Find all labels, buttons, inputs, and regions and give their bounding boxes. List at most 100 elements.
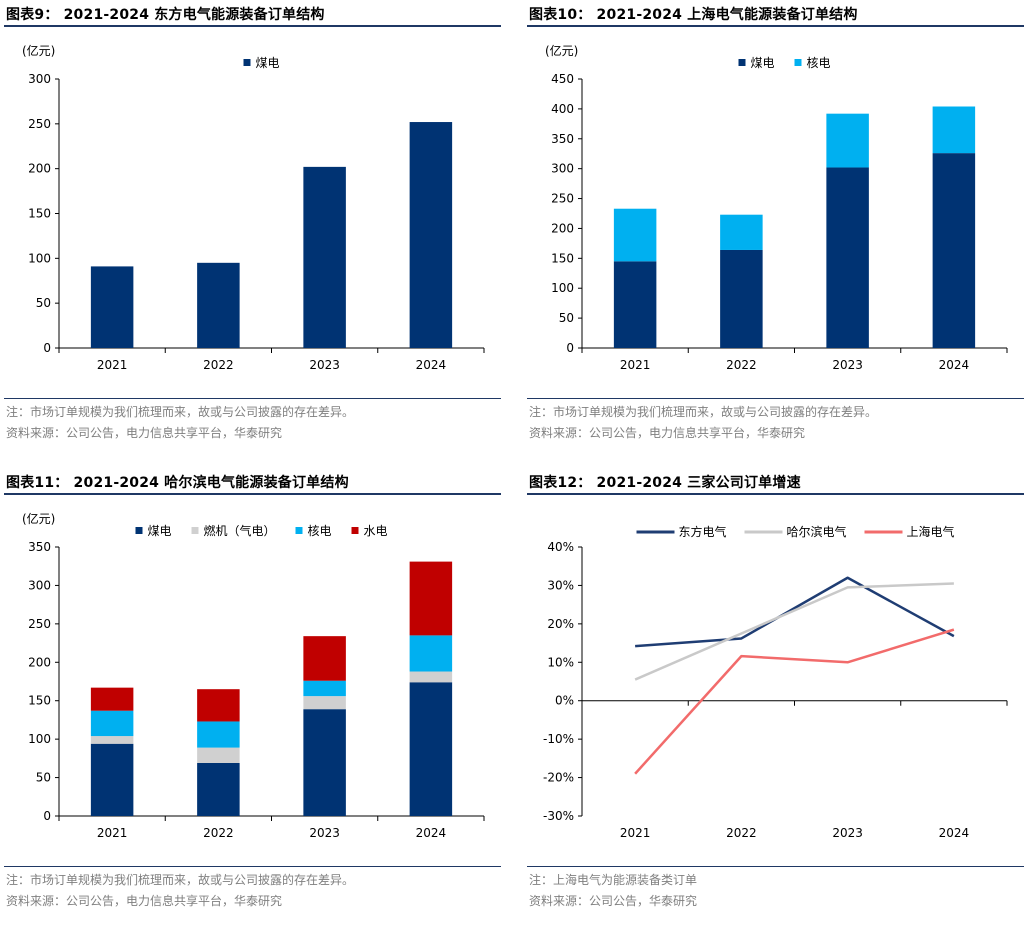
chart-title: 图表9： 2021-2024 东方电气能源装备订单结构: [6, 7, 325, 23]
y-tick-label: 150: [28, 207, 51, 221]
title-rule: [527, 25, 1024, 27]
y-tick-label: 250: [551, 192, 574, 206]
bar-燃机（气电）-2021: [90, 736, 134, 744]
bar-燃机（气电）-2023: [303, 696, 346, 710]
x-tick-label: 2021: [97, 358, 128, 372]
bar-水电-2021: [90, 687, 134, 711]
bar-水电-2022: [197, 689, 240, 722]
bar-煤电-2021: [90, 743, 134, 816]
bar-核电-2024: [932, 106, 976, 154]
y-tick-label: 100: [28, 251, 51, 265]
y-tick-label: 0%: [555, 694, 574, 708]
y-tick-label: 350: [28, 540, 51, 554]
series-line-上海电气: [634, 628, 955, 775]
y-tick-label: 200: [28, 655, 51, 669]
x-tick-label: 2024: [416, 826, 447, 840]
y-tick-label: 150: [551, 251, 574, 265]
chart-title: 图表10： 2021-2024 上海电气能源装备订单结构: [529, 7, 858, 23]
title-rule: [527, 493, 1024, 495]
y-tick-label: 40%: [547, 540, 574, 554]
x-tick-label: 2023: [832, 358, 863, 372]
chart-title: 图表11： 2021-2024 哈尔滨电气能源装备订单结构: [6, 475, 349, 491]
bar-燃机（气电）-2022: [197, 747, 240, 763]
bar-水电-2023: [303, 636, 346, 681]
y-tick-label: 0: [43, 809, 51, 823]
y-tick-label: 350: [551, 132, 574, 146]
legend-label-煤电: 煤电: [256, 56, 280, 70]
bar-煤电-2022: [720, 249, 763, 348]
y-axis-label: (亿元): [22, 511, 55, 526]
y-tick-label: 50: [36, 296, 51, 310]
series-line-哈尔滨电气: [634, 582, 954, 681]
bar-核电-2024: [409, 635, 453, 672]
y-tick-label: 50: [559, 311, 574, 325]
bar-煤电-2024: [409, 122, 453, 348]
legend-swatch-核电: [295, 527, 303, 534]
y-tick-label: 300: [28, 578, 51, 592]
chart-panel-growth: 图表12： 2021-2024 三家公司订单增速 -30% -20% -10% 0% 1…: [527, 468, 1027, 928]
legend-swatch-煤电: [135, 527, 143, 534]
y-tick-label: 400: [551, 102, 574, 116]
legend-label-核电: 核电: [308, 524, 332, 538]
legend-label-煤电: 煤电: [148, 524, 172, 538]
bar-煤电-2023: [303, 166, 346, 348]
y-axis-label: (亿元): [22, 43, 55, 58]
title-rule: [4, 25, 501, 27]
x-tick-label: 2022: [726, 826, 757, 840]
y-tick-label: 10%: [547, 655, 574, 669]
note-rule: [4, 398, 501, 399]
chart-source: 资料来源：公司公告，华泰研究: [529, 894, 698, 908]
x-tick-label: 2022: [726, 358, 757, 372]
y-tick-label: -10%: [543, 732, 574, 746]
x-tick-label: 2024: [939, 358, 970, 372]
y-tick-label: 100: [551, 281, 574, 295]
bar-煤电-2022: [197, 262, 240, 348]
y-axis-label: (亿元): [545, 43, 578, 58]
legend-label-核电: 核电: [807, 56, 831, 70]
bar-核电-2022: [197, 721, 240, 748]
y-tick-label: 450: [551, 72, 574, 86]
note-rule: [4, 866, 501, 867]
y-tick-label: 0: [43, 341, 51, 355]
note-rule: [527, 866, 1024, 867]
bar-核电-2021: [90, 710, 134, 737]
y-tick-label: 200: [551, 221, 574, 235]
chart-panel-shanghai: 图表10： 2021-2024 上海电气能源装备订单结构 0 50 100 150 20…: [527, 0, 1027, 460]
y-tick-label: 100: [28, 732, 51, 746]
y-tick-label: 300: [551, 162, 574, 176]
chart-note: 注：市场订单规模为我们梳理而来，故或与公司披露的存在差异。: [6, 405, 355, 419]
x-tick-label: 2023: [309, 826, 340, 840]
bar-核电-2023: [303, 680, 346, 697]
y-tick-label: 150: [28, 694, 51, 708]
chart-panel-dongfang: 图表9： 2021-2024 东方电气能源装备订单结构 0 50 100 150 200…: [4, 0, 504, 460]
x-tick-label: 2021: [620, 358, 651, 372]
line-chart-growth: -30% -20% -10% 0% 10% 20% 30% 40% 2021 2022 2023 20…: [543, 524, 1008, 840]
legend-swatch-核电: [794, 59, 802, 66]
y-tick-label: 0: [566, 341, 574, 355]
bar-核电-2021: [613, 208, 657, 262]
legend-label-东方电气: 东方电气: [679, 524, 727, 539]
bar-煤电-2021: [90, 266, 134, 348]
chart-source: 资料来源：公司公告，电力信息共享平台，华泰研究: [6, 894, 283, 908]
legend-swatch-煤电: [738, 59, 746, 66]
bar-煤电-2022: [197, 762, 240, 816]
legend-label-上海电气: 上海电气: [907, 524, 955, 539]
chart-note: 注：上海电气为能源装备类订单: [529, 873, 698, 887]
x-tick-label: 2023: [832, 826, 863, 840]
y-tick-label: -20%: [543, 771, 574, 785]
bar-煤电-2024: [409, 682, 453, 816]
bar-煤电-2023: [826, 167, 869, 348]
legend-swatch-煤电: [243, 59, 251, 66]
bar-chart-dongfang: 0 50 100 150 200 250 300 (亿元) 2021 2022 2023 2024 煤电: [22, 43, 485, 372]
chart-note: 注：市场订单规模为我们梳理而来，故或与公司披露的存在差异。: [529, 405, 878, 419]
y-tick-label: 20%: [547, 617, 574, 631]
bar-chart-shanghai: 0 50 100 150 200 250 300 350 400 450 (亿元) 2021 2022 2…: [545, 43, 1008, 372]
chart-source: 资料来源：公司公告，电力信息共享平台，华泰研究: [6, 426, 283, 440]
bar-煤电-2021: [613, 261, 657, 348]
legend-label-哈尔滨电气: 哈尔滨电气: [787, 524, 847, 539]
y-tick-label: 300: [28, 72, 51, 86]
bar-煤电-2024: [932, 153, 976, 348]
x-tick-label: 2021: [620, 826, 651, 840]
bar-煤电-2023: [303, 709, 346, 816]
legend-label-煤电: 煤电: [751, 56, 775, 70]
